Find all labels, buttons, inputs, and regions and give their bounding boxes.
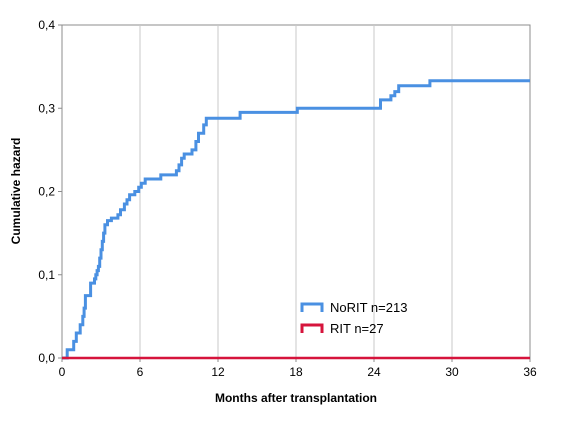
y-tick-label: 0,2 — [38, 185, 55, 199]
legend-label-rit: RIT n=27 — [330, 321, 384, 336]
x-tick-label: 12 — [211, 365, 225, 379]
y-tick-label: 0,0 — [38, 351, 55, 365]
legend: NoRIT n=213 RIT n=27 — [300, 300, 407, 336]
x-tick-label: 6 — [137, 365, 144, 379]
x-tick-label: 36 — [523, 365, 537, 379]
y-tick-label: 0,3 — [38, 101, 55, 115]
legend-label-norit: NoRIT n=213 — [330, 300, 407, 315]
series-lines — [62, 79, 530, 360]
x-tick-label: 18 — [289, 365, 303, 379]
x-tick-label: 24 — [367, 365, 381, 379]
legend-swatch-rit — [300, 323, 324, 333]
y-tick-label: 0,4 — [38, 18, 55, 32]
x-tick-label: 30 — [445, 365, 459, 379]
x-axis-title: Months after transplantation — [215, 391, 377, 405]
x-tick-label: 0 — [59, 365, 66, 379]
y-axis-title: Cumulative hazard — [9, 138, 23, 245]
y-tick-label: 0,1 — [38, 268, 55, 282]
legend-swatch-norit — [300, 302, 324, 312]
series-line-norit — [62, 79, 530, 360]
